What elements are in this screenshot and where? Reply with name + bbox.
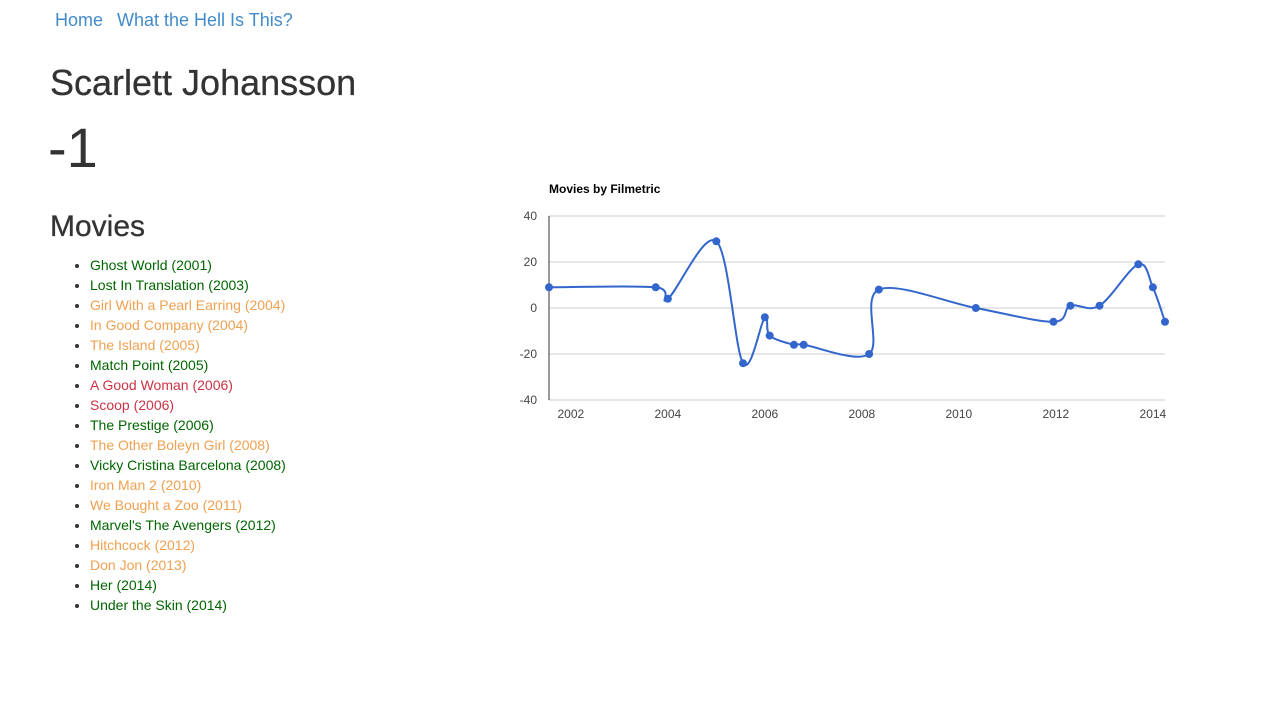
y-tick-label: 0 [530, 301, 537, 315]
movie-link[interactable]: Vicky Cristina Barcelona (2008) [90, 457, 286, 473]
data-point [1161, 317, 1169, 326]
y-tick-label: -20 [520, 347, 538, 361]
movie-list-item: Don Jon (2013) [90, 555, 286, 575]
movie-link[interactable]: Hitchcock (2012) [90, 537, 196, 553]
movie-link[interactable]: Iron Man 2 (2010) [90, 477, 202, 493]
nav-home-link[interactable]: Home [55, 10, 104, 30]
data-point [651, 283, 660, 292]
top-nav: Home What the Hell Is This? [55, 10, 293, 31]
filmetric-chart: Movies by Filmetric 40 20 0 -20 -40 2002 2004 20… [500, 170, 1200, 430]
data-point [545, 283, 553, 292]
y-tick-label: 20 [524, 255, 538, 269]
y-tick-label: -40 [520, 393, 538, 407]
x-tick-label: 2012 [1043, 407, 1070, 421]
movie-list-item: The Island (2005) [90, 335, 286, 355]
movie-list-item: Match Point (2005) [90, 355, 286, 375]
movie-link[interactable]: In Good Company (2004) [90, 317, 248, 333]
movie-list-item: The Other Boleyn Girl (2008) [90, 435, 286, 455]
x-tick-label: 2014 [1140, 407, 1167, 421]
data-point [789, 340, 798, 349]
x-tick-label: 2006 [751, 407, 778, 421]
movie-list-item: Lost In Translation (2003) [90, 275, 286, 295]
movie-link[interactable]: Girl With a Pearl Earring (2004) [90, 297, 286, 313]
movie-link[interactable]: A Good Woman (2006) [90, 377, 233, 393]
movie-link[interactable]: Don Jon (2013) [90, 557, 187, 573]
data-point [712, 237, 721, 246]
movie-list-item: In Good Company (2004) [90, 315, 286, 335]
data-point [971, 304, 980, 312]
data-point [799, 340, 808, 349]
movie-link[interactable]: Scoop (2006) [90, 397, 175, 413]
movie-list-item: We Bought a Zoo (2011) [90, 495, 286, 515]
movie-link[interactable]: Lost In Translation (2003) [90, 277, 249, 293]
movie-link[interactable]: The Prestige (2006) [90, 417, 214, 433]
movie-link[interactable]: Match Point (2005) [90, 357, 209, 373]
x-tick-label: 2002 [557, 407, 584, 421]
movie-link[interactable]: Marvel's The Avengers (2012) [90, 517, 276, 533]
data-point [1148, 283, 1157, 292]
movie-link[interactable]: The Island (2005) [90, 337, 200, 353]
data-point [765, 331, 774, 340]
movie-list-item: Girl With a Pearl Earring (2004) [90, 295, 286, 315]
actor-name: Scarlett Johansson [50, 62, 357, 103]
movie-list-item: Under the Skin (2014) [90, 595, 286, 615]
movies-heading: Movies [50, 210, 146, 243]
data-point [1066, 301, 1075, 310]
data-point [739, 359, 748, 368]
data-point [1095, 301, 1104, 310]
nav-about-link[interactable]: What the Hell Is This? [117, 10, 293, 30]
movie-list-item: Marvel's The Avengers (2012) [90, 515, 286, 535]
x-tick-label: 2004 [654, 407, 681, 421]
movie-list-item: Vicky Cristina Barcelona (2008) [90, 455, 286, 475]
movie-link[interactable]: Ghost World (2001) [90, 257, 212, 273]
chart-svg: Movies by Filmetric 40 20 0 -20 -40 2002 2004 20… [520, 182, 1169, 421]
chart-title: Movies by Filmetric [549, 182, 661, 196]
x-tick-label: 2010 [946, 407, 973, 421]
movie-list-item: Scoop (2006) [90, 395, 286, 415]
movie-list-item: Ghost World (2001) [90, 255, 286, 275]
y-tick-label: 40 [524, 209, 538, 223]
data-point [1134, 260, 1143, 269]
data-point [760, 313, 769, 322]
movie-list-item: Iron Man 2 (2010) [90, 475, 286, 495]
movie-list-item: A Good Woman (2006) [90, 375, 286, 395]
movie-link[interactable]: The Other Boleyn Girl (2008) [90, 437, 270, 453]
movie-list-item: Her (2014) [90, 575, 286, 595]
actor-score: -1 [48, 116, 98, 179]
x-tick-label: 2008 [848, 407, 875, 421]
movie-list-item: The Prestige (2006) [90, 415, 286, 435]
data-point [1049, 317, 1058, 326]
data-point [874, 285, 883, 294]
movie-link[interactable]: Her (2014) [90, 577, 157, 593]
data-point [663, 294, 672, 303]
movie-link[interactable]: We Bought a Zoo (2011) [90, 497, 243, 513]
data-point [865, 350, 874, 358]
movie-link[interactable]: Under the Skin (2014) [90, 597, 227, 613]
movie-list-item: Hitchcock (2012) [90, 535, 286, 555]
movie-list: Ghost World (2001) Lost In Translation (2… [50, 255, 286, 615]
